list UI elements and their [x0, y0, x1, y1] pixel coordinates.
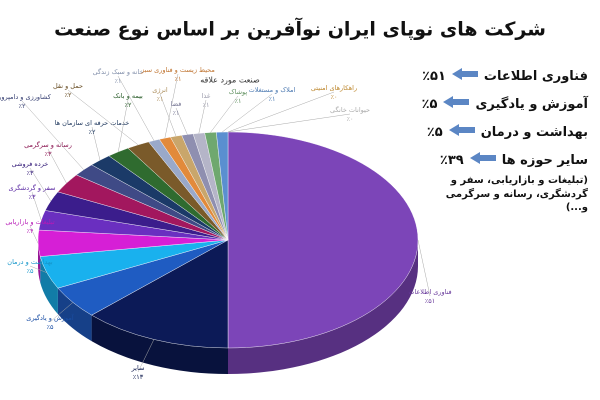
slice-label: حمل و نقل [53, 82, 83, 90]
highlight-row: بهداشت و درمان ٪۵ [368, 124, 588, 140]
slice-label: خانه و سبک زندگی [93, 68, 144, 76]
slice-side [38, 240, 41, 283]
slice-value-label: ٪۴ [27, 227, 34, 235]
slice-value-label: ٪۱ [173, 109, 180, 117]
slice-value-label: ٪۵۱ [425, 297, 435, 305]
leader-line [49, 302, 74, 323]
slice-value-label: ٪۱ [203, 101, 210, 109]
leader-line [210, 95, 239, 133]
arrow [469, 152, 496, 168]
leader-line [29, 225, 39, 244]
slice-label: راهکارهای امنیتی [311, 84, 357, 92]
leader-line [137, 339, 155, 373]
slice-label: خرده فروشی [12, 160, 49, 168]
slice-label: تبلیغات و بازاریابی [5, 218, 54, 226]
highlight-row: آموزش و یادگیری ٪۵ [368, 96, 588, 112]
slice-value-label: ٪۱ [235, 97, 242, 105]
slice-label: غذا [202, 92, 211, 100]
arrow-icon [443, 96, 470, 108]
slice-label: فناوری اطلاعات [408, 288, 451, 296]
slice-value-label: ٪۲ [89, 128, 96, 136]
leader-line [29, 167, 52, 202]
chart-title: شرکت های نوپای ایران نوآفرین بر اساس نوع… [54, 17, 546, 41]
slice-side [91, 315, 228, 374]
slice-value-label: ٪۲ [65, 91, 72, 99]
slice-side [57, 288, 92, 342]
arrow-icon [448, 124, 475, 136]
arrow [443, 96, 470, 112]
highlight-label: فناوری اطلاعات [483, 68, 588, 84]
leader-line [117, 99, 129, 152]
leader-line [91, 126, 101, 161]
slice-label: سفر و گردشگری [9, 184, 56, 192]
leader-line [47, 148, 67, 184]
slice-value-label: ٪۳ [29, 193, 36, 201]
slice-label: فضا [171, 100, 182, 108]
slice-value-label: ٪۱۳ [133, 373, 144, 381]
leader-line [29, 265, 48, 273]
slice-tops [37, 131, 419, 349]
leader-line [417, 239, 431, 297]
slice-sides [38, 240, 418, 374]
slice-label: کشاورزی و دامپروری [0, 93, 52, 101]
highlight-label: بهداشت و درمان [480, 124, 588, 140]
slice-side [40, 256, 58, 315]
leader-line [175, 107, 188, 135]
slice-value-label: ٪۳ [45, 150, 52, 158]
highlights: فناوری اطلاعات ٪۵۱ آموزش و یادگیری ٪۵ بهداشت… [368, 68, 588, 215]
highlight-row: فناوری اطلاعات ٪۵۱ [368, 68, 588, 84]
slice-label: محیط زیست و فناوری سبز [140, 66, 215, 74]
highlight-value: ٪۵ [426, 124, 443, 140]
arrow-icon [451, 68, 478, 80]
slice-value-label: ٪۱ [269, 95, 276, 103]
highlight-value: ٪۳۹ [439, 152, 464, 168]
slice-label: حیوانات خانگی [330, 106, 370, 114]
slice-value-label: ٪۵ [47, 323, 54, 331]
leader-line [21, 100, 84, 170]
highlight-label: آموزش و یادگیری [475, 96, 588, 112]
highlight-note: (تبلیغات و بازاریابی، سفر و گردشگری، رسا… [445, 175, 588, 213]
slice-value-label: ٪۳ [27, 169, 34, 177]
slice-label: بیمه و بانک [113, 92, 143, 100]
slice-value-label: ٪۲ [125, 101, 132, 109]
slice-label: پوشاک [229, 88, 248, 96]
slice-label: انرژی [152, 86, 168, 94]
slice-value-label: ٪۱ [157, 95, 164, 103]
slice-label: آموزش و یادگیری [26, 313, 75, 322]
arrow [451, 68, 478, 84]
arrow-icon [469, 152, 496, 164]
leader-line [31, 191, 42, 221]
leader-line [117, 75, 155, 141]
slice-value-label: ٪۰ [347, 115, 354, 123]
leader-line [159, 93, 177, 137]
slice [216, 131, 229, 241]
slice [91, 239, 229, 349]
leader-line [164, 73, 179, 139]
arrow [448, 124, 475, 140]
slice-label: خدمات حرفه ای سازمان ها [55, 119, 130, 127]
slice-label: بهداشت و درمان [7, 258, 53, 266]
leader-line [227, 91, 335, 133]
slice-side [228, 240, 418, 374]
leader-line [221, 93, 273, 133]
slice-value-label: ٪۱ [115, 77, 122, 85]
leader-line [227, 113, 351, 133]
slice-value-label: ٪۲ [19, 102, 26, 110]
highlight-value: ٪۵ [421, 96, 438, 112]
highlight-label: سایر حوزه ها [501, 152, 588, 168]
slice-value-label: ٪۱ [175, 75, 182, 83]
slice-label: املاک و مستغلات [249, 86, 296, 94]
highlight-row: سایر حوزه ها ٪۳۹ [368, 152, 588, 168]
slice-value-label: ٪۰ [331, 93, 338, 101]
leader-line [198, 99, 207, 134]
slice-value-label: ٪۵ [27, 267, 34, 275]
slice-label: رسانه و سرگرمی [24, 141, 72, 149]
legend-title: صنعت مورد علاقه [200, 76, 260, 85]
leader-line [67, 89, 139, 146]
slice-label: سایر [131, 364, 145, 372]
highlight-value: ٪۵۱ [422, 68, 446, 84]
